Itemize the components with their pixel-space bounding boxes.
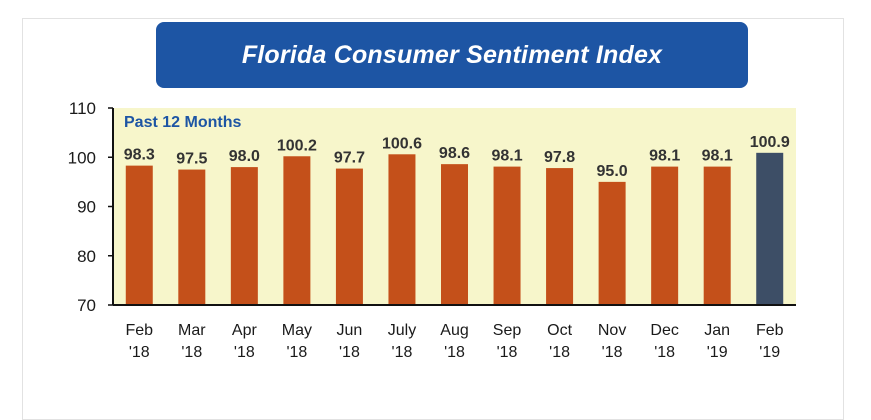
x-tick-month: Feb [756,322,784,339]
x-tick-month: Aug [440,322,468,339]
data-label: 98.0 [229,148,260,165]
bar [546,168,574,305]
bar [441,164,468,305]
x-tick-year: '18 [497,344,518,361]
data-label: 98.3 [124,147,155,164]
chart-title: Florida Consumer Sentiment Index [241,40,663,69]
data-label: 97.8 [544,149,575,166]
bar [125,165,153,305]
x-tick-year: '19 [759,344,780,361]
data-label: 98.6 [439,145,470,162]
data-label: 98.1 [491,148,522,165]
x-tick-year: '18 [444,344,465,361]
bar [703,166,731,305]
chart-subtitle: Past 12 Months [124,114,241,131]
y-tick-label: 100 [68,148,96,167]
y-tick-label: 110 [69,99,96,118]
y-tick-label: 90 [77,198,96,217]
y-tick-label: 70 [77,296,96,315]
data-label: 98.1 [702,148,733,165]
x-tick-year: '18 [654,344,675,361]
x-tick-year: '18 [549,344,570,361]
data-label: 100.9 [750,134,790,151]
x-tick-month: Sep [493,322,522,339]
title-banner: Florida Consumer Sentiment Index [156,22,748,88]
bar [756,152,784,305]
x-tick-year: '19 [707,344,728,361]
x-tick-year: '18 [286,344,307,361]
x-tick-month: Apr [232,322,258,339]
data-label: 95.0 [597,163,628,180]
x-tick-month: Nov [598,322,626,339]
bar [230,167,258,305]
x-tick-month: Feb [125,322,153,339]
x-tick-month: Jun [337,322,363,339]
x-tick-month: Oct [547,322,572,339]
bar [493,166,521,305]
x-tick-year: '18 [602,344,623,361]
x-tick-month: Dec [650,322,678,339]
x-tick-month: July [388,322,416,339]
x-tick-year: '18 [129,344,150,361]
x-tick-month: Jan [704,322,730,339]
data-label: 97.7 [334,150,365,167]
bar [335,168,363,305]
x-tick-year: '18 [181,344,202,361]
data-label: 97.5 [176,151,207,168]
bar [388,154,416,305]
data-label: 98.1 [649,148,680,165]
x-tick-month: May [282,322,312,339]
data-label: 100.2 [277,137,317,154]
bar [651,166,679,305]
x-tick-year: '18 [234,344,255,361]
bar [598,181,626,305]
bar [283,156,311,305]
y-tick-label: 80 [77,247,96,266]
bar [178,169,206,305]
x-tick-year: '18 [392,344,413,361]
x-tick-month: Mar [178,322,206,339]
data-label: 100.6 [382,135,422,152]
x-tick-year: '18 [339,344,360,361]
